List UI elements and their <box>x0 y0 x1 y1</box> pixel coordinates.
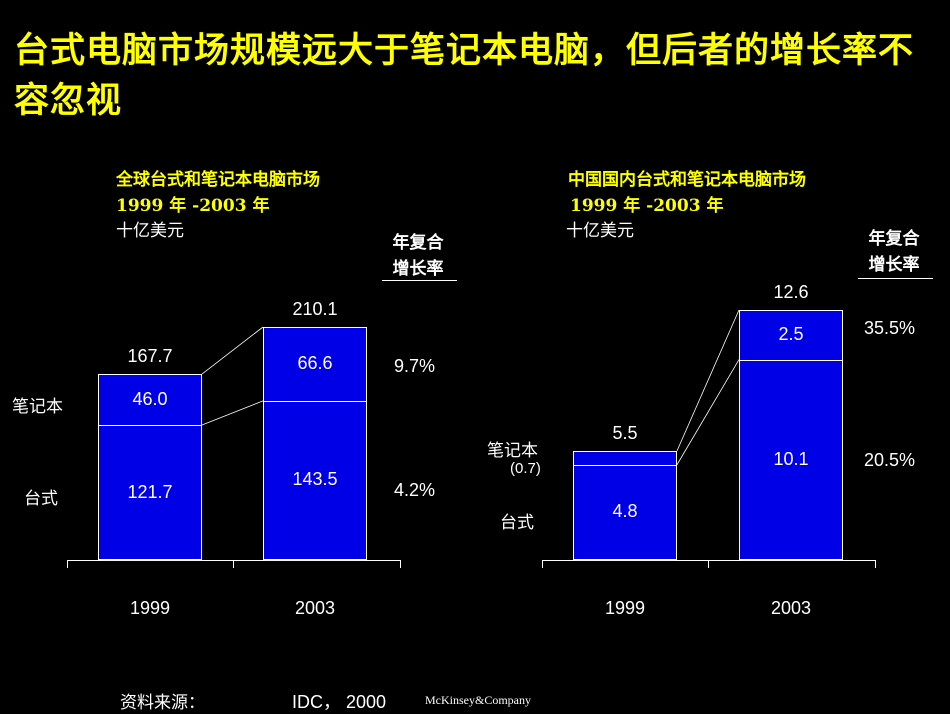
left-year-label-2003: 2003 <box>294 598 336 618</box>
right-cagr-header-line2: 增长率 <box>868 255 920 275</box>
right-connector-top <box>676 309 740 452</box>
right-chart-subtitle: 1999 年 -2003 年 <box>570 196 724 216</box>
left-cagr-header: 年复合 增长率 <box>382 230 454 282</box>
right-connector-boundary <box>676 359 740 465</box>
left-axis-tick <box>400 560 401 568</box>
right-axis-tick <box>708 560 709 568</box>
right-cagr-notebook: 35.5% <box>864 318 916 338</box>
right-notebook-value-2003: 2.5 <box>778 323 804 344</box>
right-cagr-desktop: 20.5% <box>864 450 916 470</box>
left-cagr-desktop: 4.2% <box>394 480 436 500</box>
left-desktop-value-1999: 121.7 <box>127 481 173 502</box>
right-cagr-underline <box>858 278 933 279</box>
left-desktop-value-2003: 143.5 <box>292 469 338 490</box>
source-label: 资料来源： <box>120 693 205 713</box>
right-bar-2003 <box>739 310 843 560</box>
right-bar-1999-segment-divider <box>573 464 677 466</box>
left-label-notebook: 笔记本 <box>12 397 63 417</box>
left-bar-1999 <box>98 374 202 560</box>
right-chart-title: 中国国内台式和笔记本电脑市场 <box>568 170 806 190</box>
left-chart-subtitle: 1999 年 -2003 年 <box>116 196 270 216</box>
left-axis-tick <box>233 560 234 568</box>
left-chart-title: 全球台式和笔记本电脑市场 <box>116 170 320 190</box>
page-title: 台式电脑市场规模远大于笔记本电脑，但后者的增长率不容忽视 <box>14 30 915 121</box>
left-chart-unit: 十亿美元 <box>116 221 184 241</box>
right-axis-tick <box>542 560 543 568</box>
left-connector-boundary <box>201 400 264 426</box>
right-cagr-header: 年复合 增长率 <box>858 226 930 278</box>
right-chart-unit: 十亿美元 <box>566 221 634 241</box>
left-connector-top <box>201 326 264 375</box>
right-desktop-value-1999: 4.8 <box>612 501 638 522</box>
left-cagr-header-line1: 年复合 <box>392 233 444 253</box>
left-cagr-notebook: 9.7% <box>394 356 436 376</box>
right-axis-tick <box>875 560 876 568</box>
left-bar-2003-segment-divider <box>263 400 367 402</box>
right-year-label-2003: 2003 <box>770 598 812 618</box>
right-label-notebook-value: (0.7) <box>510 460 541 477</box>
mckinsey-logo: McKinsey&Company <box>425 693 531 707</box>
right-total-value-2003: 12.6 <box>773 282 809 302</box>
right-year-label-1999: 1999 <box>604 598 646 618</box>
right-label-desktop: 台式 <box>500 513 534 533</box>
left-cagr-header-line2: 增长率 <box>392 259 444 279</box>
left-total-value-2003: 210.1 <box>292 299 338 319</box>
right-total-value-1999: 5.5 <box>612 422 638 443</box>
left-bar-1999-segment-divider <box>98 425 202 427</box>
left-bar-2003 <box>263 327 367 560</box>
right-label-notebook: 笔记本 <box>487 441 538 461</box>
left-year-label-1999: 1999 <box>129 598 171 618</box>
source-value: IDC， 2000 <box>292 692 387 712</box>
right-bar-2003-segment-divider <box>739 359 843 361</box>
left-label-desktop: 台式 <box>24 489 58 509</box>
right-cagr-header-line1: 年复合 <box>868 229 920 249</box>
left-cagr-underline <box>382 280 457 281</box>
left-axis-tick <box>67 560 68 568</box>
left-total-value-1999: 167.7 <box>127 346 173 367</box>
left-notebook-value-1999: 46.0 <box>132 388 168 409</box>
left-notebook-value-2003: 66.6 <box>297 352 333 373</box>
right-bar-1999 <box>573 450 677 560</box>
right-desktop-value-2003: 10.1 <box>773 448 809 469</box>
